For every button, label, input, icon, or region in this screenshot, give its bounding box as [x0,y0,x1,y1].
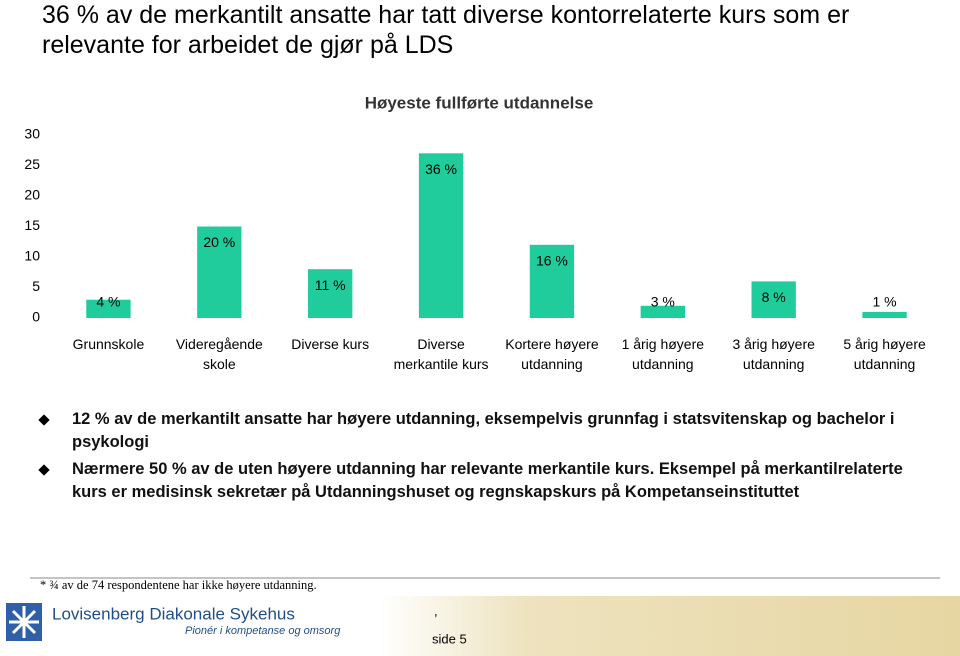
value-label: 20 % [203,234,235,250]
y-tick-label: 5 [32,278,40,294]
tagline: Pionér i kompetanse og omsorg [185,625,341,637]
value-label: 16 % [536,253,568,269]
value-label: 4 % [96,294,120,310]
page-mark: , [434,603,438,618]
x-tick-label: Diverse kurs [291,336,370,352]
x-tick-label: 3 årig høyere utdanning [732,336,815,372]
bar [751,281,796,318]
bar [529,244,575,318]
value-label: 1 % [873,294,897,310]
slide-title: 36 % av de merkantilt ansatte har tatt d… [42,1,850,59]
footer-band [380,596,960,656]
value-label: 11 % [315,277,346,293]
value-label: 8 % [762,289,786,305]
x-tick-label: 5 årig høyere utdanning [843,336,926,372]
bar [418,153,464,318]
value-label: 3 % [651,294,675,310]
footnote: * ¾ av de 74 respondentene har ikke høye… [40,578,317,592]
chart-title: Høyeste fullførte utdannelse [365,93,594,112]
x-tick-label: Kortere høyere utdanning [505,336,599,372]
logo-mark [9,606,39,638]
bar [197,226,242,318]
y-tick-label: 20 [24,187,40,203]
bar [640,305,685,318]
page-number: side 5 [432,631,467,646]
bullet-text: Nærmere 50 % av de uten høyere utdanning… [72,460,903,501]
x-tick-label: Diverse merkantile kurs [393,336,489,372]
bar [86,299,131,318]
y-tick-label: 30 [24,126,40,142]
bullet-text: 12 % av de merkantilt ansatte har høyere… [72,410,895,451]
bar [308,269,353,318]
y-tick-label: 25 [24,156,40,172]
x-tick-label: Videregående skole [175,336,263,372]
organization: Lovisenberg Diakonale Sykehus [52,604,295,623]
x-tick-label: 1 årig høyere utdanning [621,336,705,372]
y-tick-label: 0 [32,309,40,325]
value-label: 36 % [425,161,457,177]
x-tick-label: Grunnskole [72,336,145,352]
y-tick-label: 10 [24,248,40,264]
y-tick-label: 15 [24,217,40,233]
bar [862,311,907,318]
